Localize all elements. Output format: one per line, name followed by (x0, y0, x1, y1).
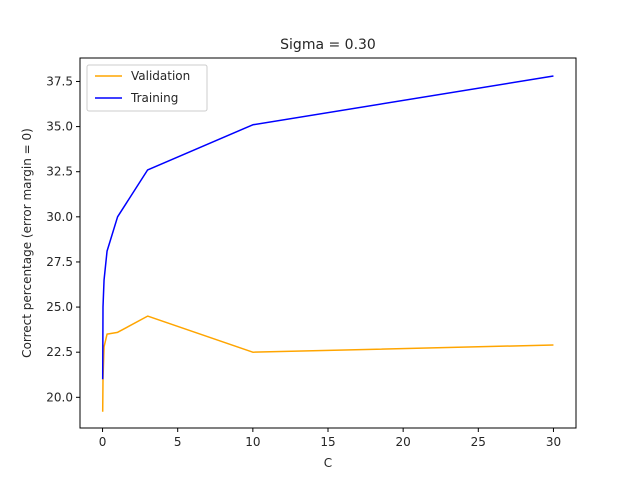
y-tick-label: 25.0 (46, 300, 73, 314)
x-axis-label: C (324, 456, 332, 470)
y-axis: 20.0 22.5 25.0 27.5 30.0 32.5 35.0 37.5 (46, 74, 80, 404)
x-tick-label: 25 (471, 435, 486, 449)
x-tick-label: 15 (320, 435, 335, 449)
y-axis-label: Correct percentage (error margin = 0) (20, 128, 34, 358)
legend-label-validation: Validation (131, 69, 190, 83)
plot-frame (79, 57, 577, 429)
y-tick-label: 27.5 (46, 255, 73, 269)
series-line-validation (101, 315, 554, 412)
x-tick-label: 5 (174, 435, 182, 449)
y-tick-label: 32.5 (46, 165, 73, 179)
legend-label-training: Training (130, 91, 178, 105)
x-tick-label: 20 (396, 435, 411, 449)
y-tick-label: 30.0 (46, 210, 73, 224)
chart-title: Sigma = 0.30 (280, 37, 376, 53)
x-tick-label: 30 (546, 435, 561, 449)
x-tick-label: 0 (99, 435, 107, 449)
series-lines (101, 75, 554, 412)
plot-area (79, 57, 577, 429)
x-tick-label: 10 (245, 435, 260, 449)
y-tick-label: 20.0 (46, 390, 73, 404)
legend: Validation Training (86, 64, 208, 112)
x-axis: 0 5 10 15 20 25 30 (99, 428, 561, 449)
y-tick-label: 37.5 (46, 74, 73, 88)
y-tick-label: 35.0 (46, 120, 73, 134)
series-line-training (101, 75, 554, 380)
y-tick-label: 22.5 (46, 345, 73, 359)
